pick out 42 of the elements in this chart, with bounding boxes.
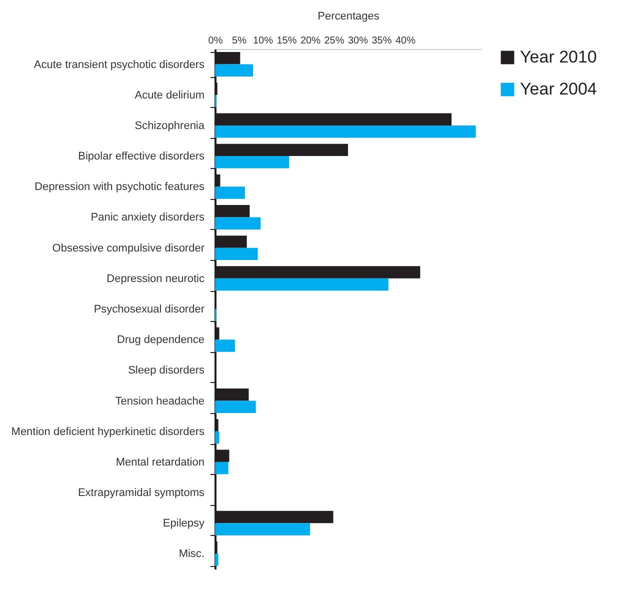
y-tick-label: Mention deficient hyperkinetic disorders [11,426,205,438]
bar [215,278,388,291]
y-tick-label: Acute transient psychotic disorders [34,58,205,71]
y-tick-label: Sleep disorders [128,364,205,377]
legend-label: Year 2004 [520,80,597,98]
bar [215,462,228,474]
y-tick-label: Epilepsy [162,518,205,530]
y-tick-label: Acute delirium [134,89,204,102]
bar [215,156,290,168]
x-tick-label: 0% [208,36,223,46]
bar [215,217,261,230]
bar [215,554,218,566]
x-tick-label: 20% [300,36,321,46]
bar [215,523,310,536]
y-tick-label: Depression neurotic [106,272,205,285]
x-tick-label: 15% [276,36,297,46]
bar [215,125,476,138]
y-tick-label: Tension headache [115,395,204,408]
y-tick-label: Obsessive compulsive disorder [52,242,205,254]
x-tick-label: 5% [232,36,247,46]
x-axis-title: Percentages [318,10,380,22]
bar [215,64,253,77]
bar [215,340,235,352]
bar [215,431,220,444]
y-tick-label: Mental retardation [116,456,204,468]
y-tick-label: Drug dependence [117,334,204,346]
legend-label: Year 2010 [520,48,597,66]
y-tick-label: Bipolar effective disorders [78,150,205,163]
y-tick-label: Extrapyramidal symptoms [78,487,205,500]
y-tick-label: Schizophrenia [134,120,206,132]
bar [215,186,245,199]
bar [215,248,258,260]
x-tick-label: 40% [395,36,416,46]
y-tick-label: Misc. [178,548,204,560]
x-tick-label: 30% [348,36,368,46]
x-tick-label: 25% [324,36,344,46]
y-tick-label: Panic anxiety disorders [90,212,205,224]
x-tick-label: 35% [372,36,392,46]
y-tick-label: Psychosexual disorder [94,304,205,316]
x-tick-label: 10% [252,36,274,46]
bar [215,400,256,413]
y-tick-label: Depression with psychotic features [34,181,205,194]
